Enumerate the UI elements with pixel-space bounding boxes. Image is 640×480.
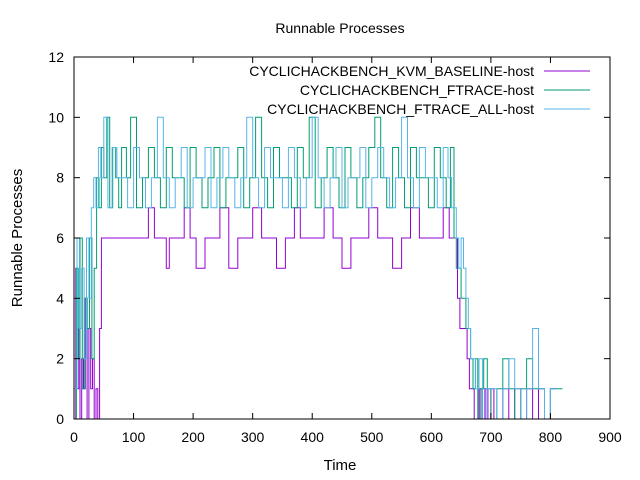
x-axis-ticks: 0 100 200 300 400 500 600 700 800 900 bbox=[70, 57, 622, 445]
y-tick-label: 10 bbox=[48, 109, 64, 125]
y-tick-label: 12 bbox=[48, 49, 64, 65]
x-tick-label: 400 bbox=[301, 429, 325, 445]
x-tick-label: 900 bbox=[598, 429, 622, 445]
x-tick-label: 600 bbox=[420, 429, 444, 445]
x-tick-label: 100 bbox=[122, 429, 146, 445]
y-tick-label: 8 bbox=[56, 170, 64, 186]
y-tick-label: 0 bbox=[56, 411, 64, 427]
y-tick-label: 4 bbox=[56, 290, 64, 306]
y-axis-ticks: 0 2 4 6 8 10 12 bbox=[48, 49, 610, 427]
y-tick-label: 2 bbox=[56, 351, 64, 367]
legend-label-3: CYCLICHACKBENCH_FTRACE_ALL-host bbox=[267, 101, 534, 117]
x-axis-label: Time bbox=[324, 457, 357, 474]
x-tick-label: 0 bbox=[70, 429, 78, 445]
legend-label-1: CYCLICHACKBENCH_KVM_BASELINE-host bbox=[249, 63, 534, 79]
x-tick-label: 300 bbox=[241, 429, 265, 445]
series-line-3 bbox=[74, 116, 557, 420]
x-tick-label: 500 bbox=[360, 429, 384, 445]
legend: CYCLICHACKBENCH_KVM_BASELINE-host CYCLICH… bbox=[249, 63, 590, 117]
plot-lines bbox=[74, 116, 563, 420]
x-tick-label: 700 bbox=[479, 429, 503, 445]
chart-title: Runnable Processes bbox=[275, 20, 404, 36]
y-tick-label: 6 bbox=[56, 230, 64, 246]
y-axis-label: Runnable Processes bbox=[9, 169, 26, 307]
x-tick-label: 200 bbox=[181, 429, 205, 445]
legend-label-2: CYCLICHACKBENCH_FTRACE-host bbox=[300, 82, 534, 98]
x-tick-label: 800 bbox=[539, 429, 563, 445]
